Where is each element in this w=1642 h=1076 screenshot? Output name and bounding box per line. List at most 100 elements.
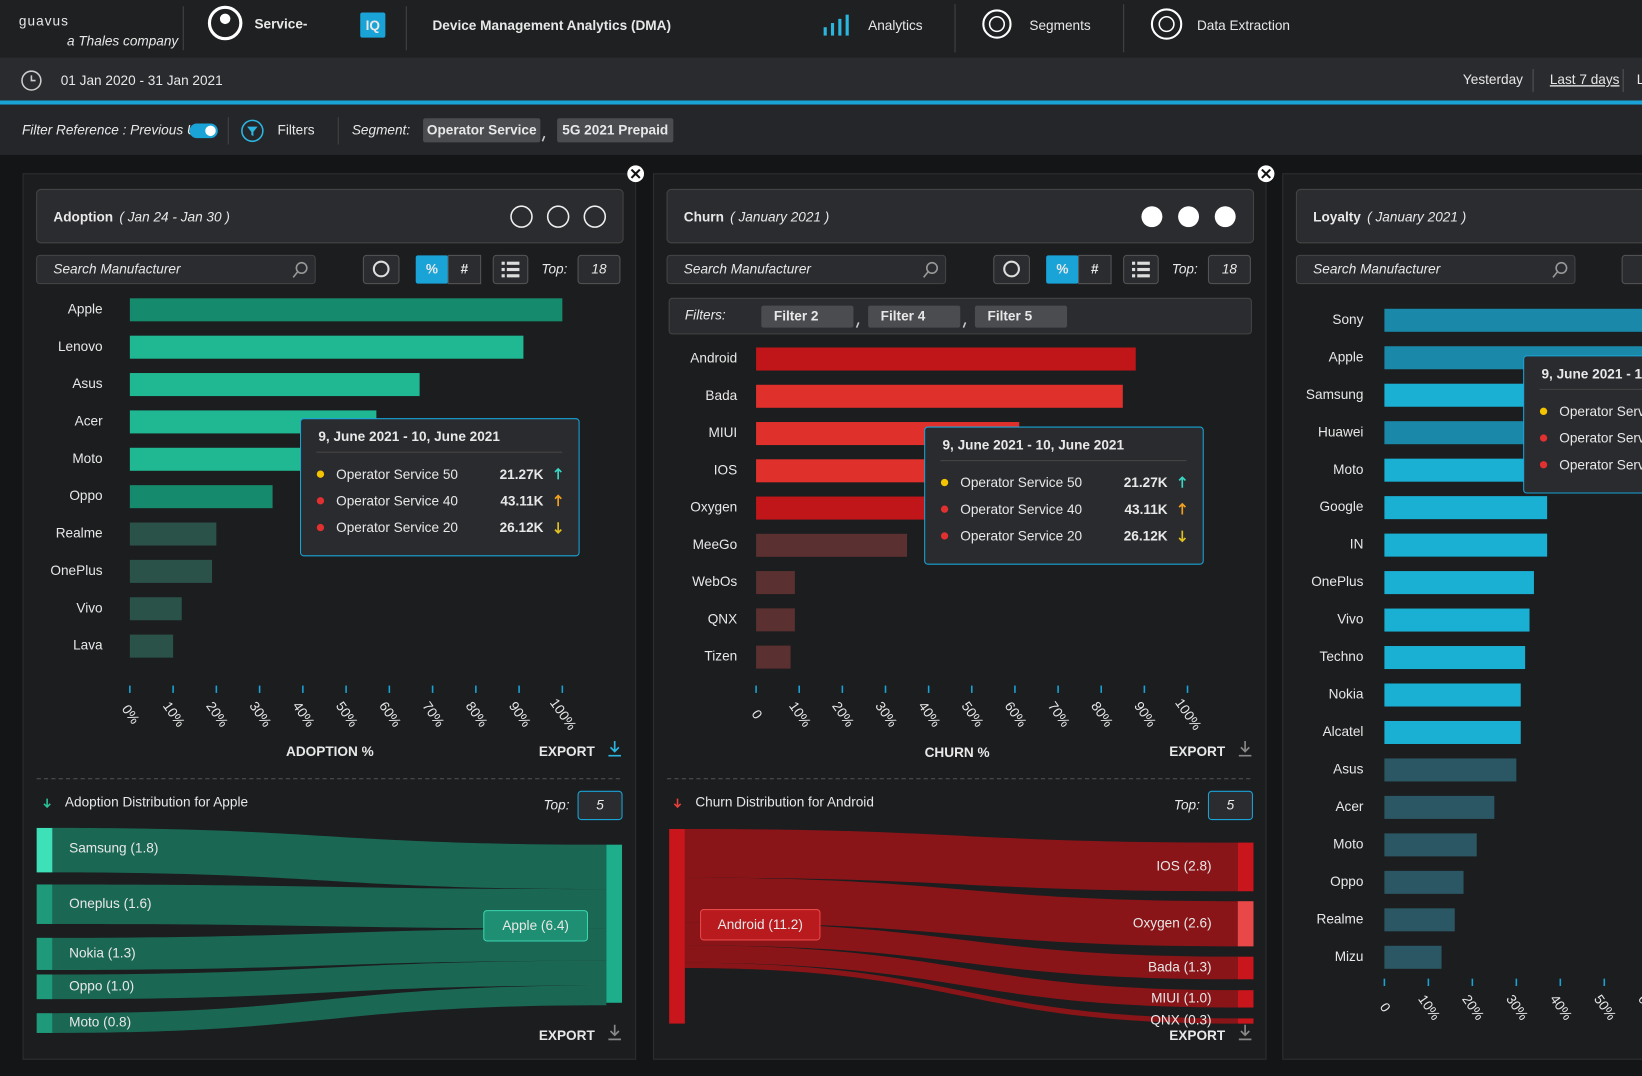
bar-label: Samsung xyxy=(1306,387,1364,402)
bar[interactable] xyxy=(756,608,795,632)
top-box[interactable] xyxy=(1207,254,1251,285)
source-node[interactable] xyxy=(36,1013,53,1033)
bar[interactable] xyxy=(1384,833,1477,857)
view-button[interactable] xyxy=(362,254,400,285)
tooltip-dot xyxy=(940,478,949,487)
top-box[interactable] xyxy=(1207,790,1253,821)
source-node[interactable] xyxy=(36,884,53,924)
bar[interactable] xyxy=(1384,908,1455,932)
segment-chip-bg[interactable] xyxy=(423,118,541,143)
list-icon xyxy=(501,261,505,265)
bar[interactable] xyxy=(129,447,347,471)
source-node[interactable] xyxy=(669,828,685,1024)
bar[interactable] xyxy=(129,597,182,621)
segment-chip-bg[interactable] xyxy=(557,118,674,143)
target-node[interactable] xyxy=(1237,901,1254,947)
panel-icon[interactable] xyxy=(510,205,533,228)
bar[interactable] xyxy=(129,373,420,397)
bar[interactable] xyxy=(756,347,1136,371)
panel-icon[interactable] xyxy=(1214,206,1236,228)
view-button[interactable] xyxy=(993,254,1030,285)
top-value: 5 xyxy=(1227,798,1235,813)
tooltip-value: 21.27K xyxy=(1124,475,1168,490)
bar[interactable] xyxy=(1384,795,1495,819)
search-placeholder: Search Manufacturer xyxy=(1313,262,1441,277)
search-icon xyxy=(295,261,308,274)
search-box[interactable] xyxy=(666,254,947,285)
panel-icon[interactable] xyxy=(546,205,570,228)
bar[interactable] xyxy=(1384,758,1517,782)
top-box[interactable] xyxy=(577,790,623,821)
list-icon xyxy=(1137,267,1150,272)
bar[interactable] xyxy=(756,571,795,595)
bar[interactable] xyxy=(756,496,964,520)
bar[interactable] xyxy=(1384,646,1526,670)
filter-chip-bg[interactable] xyxy=(974,305,1068,328)
top-box[interactable] xyxy=(577,254,621,285)
view-button[interactable] xyxy=(1621,254,1642,285)
clock-hands xyxy=(30,75,36,82)
target-node[interactable] xyxy=(606,844,623,1003)
bar[interactable] xyxy=(756,384,1123,408)
bar[interactable] xyxy=(756,533,908,557)
filter-chip-bg[interactable] xyxy=(761,305,854,328)
bar[interactable] xyxy=(129,335,524,359)
nav-item[interactable]: Segments xyxy=(1029,18,1090,33)
target-node[interactable] xyxy=(1237,842,1254,892)
export-icon xyxy=(1238,1024,1252,1041)
filters-button[interactable]: Filters xyxy=(278,122,315,137)
bar[interactable] xyxy=(129,522,217,546)
count-button[interactable] xyxy=(1078,254,1112,285)
bar[interactable] xyxy=(129,559,213,583)
target-node[interactable] xyxy=(1237,956,1254,980)
pct-button[interactable] xyxy=(415,255,449,284)
target-node[interactable] xyxy=(1237,990,1254,1008)
date-range[interactable]: 01 Jan 2020 - 31 Jan 2021 xyxy=(61,73,223,88)
panel-icon[interactable] xyxy=(1141,206,1163,228)
bar[interactable] xyxy=(129,298,563,322)
quick-range[interactable]: L xyxy=(1637,72,1642,87)
count-button[interactable] xyxy=(447,254,482,285)
pct-label: % xyxy=(1056,262,1068,277)
x-axis-label: CHURN % xyxy=(925,745,990,760)
search-box[interactable] xyxy=(1295,254,1576,285)
bar[interactable] xyxy=(1384,870,1464,894)
bar[interactable] xyxy=(1384,571,1534,595)
node-label: Oneplus (1.6) xyxy=(69,896,151,911)
nav-item[interactable]: Data Extraction xyxy=(1197,18,1290,33)
source-node[interactable] xyxy=(36,937,53,970)
nav-icon xyxy=(1158,15,1175,33)
bar-label: Acer xyxy=(1335,799,1363,814)
bar[interactable] xyxy=(1384,683,1521,707)
panel-icon[interactable] xyxy=(1178,206,1200,228)
source-node[interactable] xyxy=(36,974,53,1000)
toggle-knob xyxy=(205,125,216,137)
bar[interactable] xyxy=(1384,308,1642,332)
filter-chip: Filter 2 xyxy=(774,309,819,324)
export-label[interactable]: EXPORT xyxy=(539,1028,596,1043)
nav-item[interactable]: Analytics xyxy=(868,18,923,33)
search-box[interactable] xyxy=(36,254,316,285)
target-node[interactable] xyxy=(1237,1018,1254,1024)
panel-icon[interactable] xyxy=(583,205,607,228)
quick-range[interactable]: Yesterday xyxy=(1463,72,1523,87)
bar-label: Huawei xyxy=(1318,424,1363,439)
bar[interactable] xyxy=(756,645,791,669)
bar-label: Vivo xyxy=(76,600,102,615)
pct-button[interactable] xyxy=(1046,255,1079,284)
bar[interactable] xyxy=(129,485,273,509)
bar[interactable] xyxy=(1384,945,1442,969)
bar[interactable] xyxy=(129,634,174,658)
bar[interactable] xyxy=(1384,533,1548,557)
export-label[interactable]: EXPORT xyxy=(539,744,596,759)
source-node[interactable] xyxy=(36,827,53,873)
export-label[interactable]: EXPORT xyxy=(1169,1028,1226,1043)
export-label[interactable]: EXPORT xyxy=(1169,744,1226,759)
filter-chip-bg[interactable] xyxy=(868,305,961,328)
bar[interactable] xyxy=(1384,608,1530,632)
tooltip-value: 26.12K xyxy=(500,520,544,535)
bar[interactable] xyxy=(1384,496,1548,520)
quick-range[interactable]: Last 7 days xyxy=(1550,72,1620,87)
top-label: Top: xyxy=(1172,262,1198,277)
bar[interactable] xyxy=(1384,720,1521,744)
